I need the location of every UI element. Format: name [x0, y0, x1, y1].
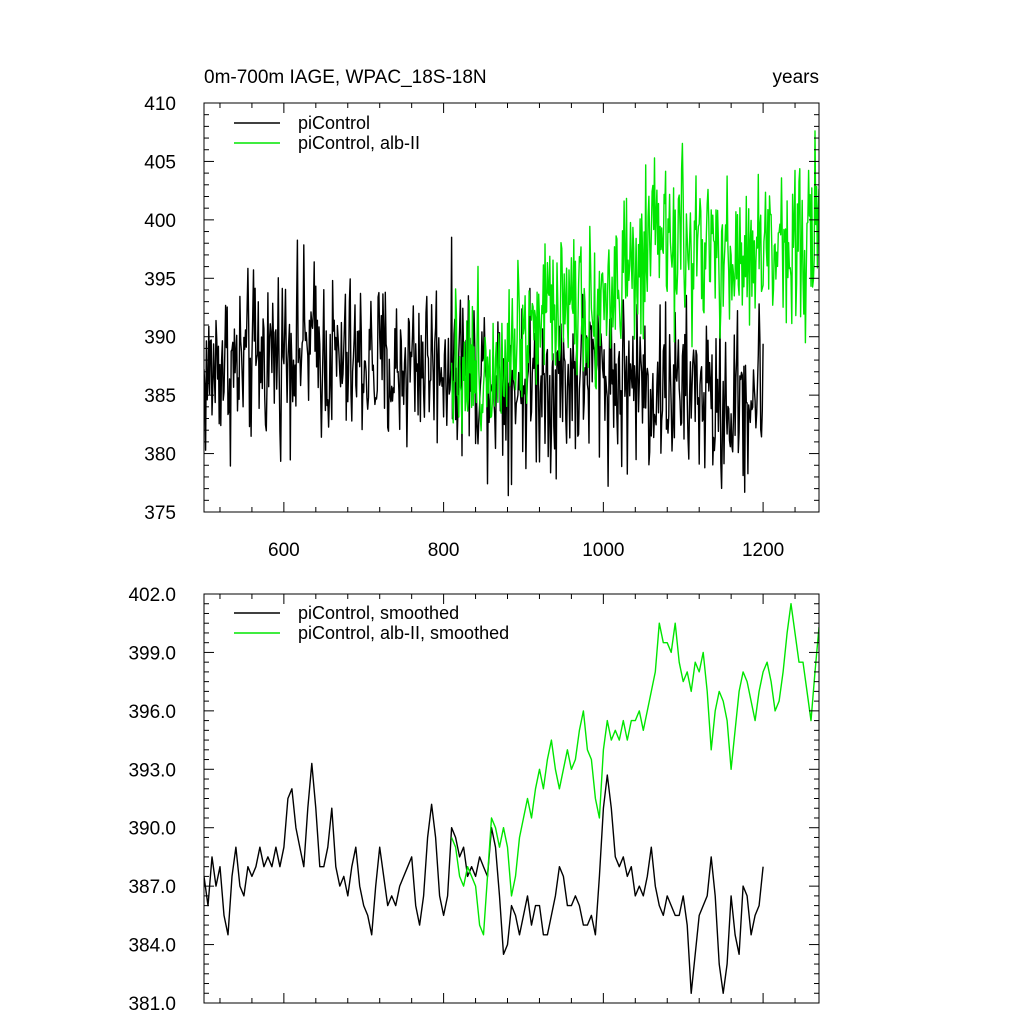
y-tick-label: 393.0	[128, 760, 176, 781]
y-tick-label: 381.0	[128, 994, 176, 1015]
y-tick-label: 399.0	[128, 643, 176, 664]
y-tick-label: 402.0	[128, 585, 176, 606]
y-tick-label: 400	[144, 211, 176, 232]
legend-label: piControl	[298, 113, 370, 133]
top-panel: 600 800 1000 1200 375 380 385 390 395 400 405 410 pi…	[144, 94, 820, 561]
plot-frame	[203, 102, 820, 513]
y-tick-label: 384.0	[128, 936, 176, 957]
y-tick-label: 390	[144, 328, 176, 349]
plot-frame	[203, 593, 820, 1004]
y-tick-label: 385	[144, 386, 176, 407]
legend-label: piControl, alb-II, smoothed	[298, 623, 509, 643]
y-tick-label: 387.0	[128, 877, 176, 898]
y-tick-label: 396.0	[128, 702, 176, 723]
series-line-1-0	[204, 762, 764, 994]
x-tick-label: 1200	[742, 540, 784, 561]
series-line-0-1	[450, 130, 819, 435]
legend-label: piControl, alb-II	[298, 133, 420, 153]
top-title-right: years	[773, 67, 819, 88]
y-tick-label: 375	[144, 503, 176, 524]
y-tick-label: 390.0	[128, 819, 176, 840]
series-line-0-0	[204, 236, 764, 497]
y-tick-label: 380	[144, 445, 176, 466]
y-tick-label: 405	[144, 152, 176, 173]
legend-label: piControl, smoothed	[298, 603, 459, 623]
y-tick-label: 395	[144, 269, 176, 290]
x-tick-label: 1000	[582, 540, 624, 561]
x-tick-label: 800	[428, 540, 460, 561]
bottom-panel: 381.0 384.0 387.0 390.0 393.0 396.0 399.0 402.0…	[128, 585, 820, 1015]
top-title-left: 0m-700m IAGE, WPAC_18S-18N	[204, 67, 487, 88]
x-tick-label: 600	[268, 540, 300, 561]
series-line-1-1	[450, 603, 819, 936]
y-tick-label: 410	[144, 94, 176, 115]
